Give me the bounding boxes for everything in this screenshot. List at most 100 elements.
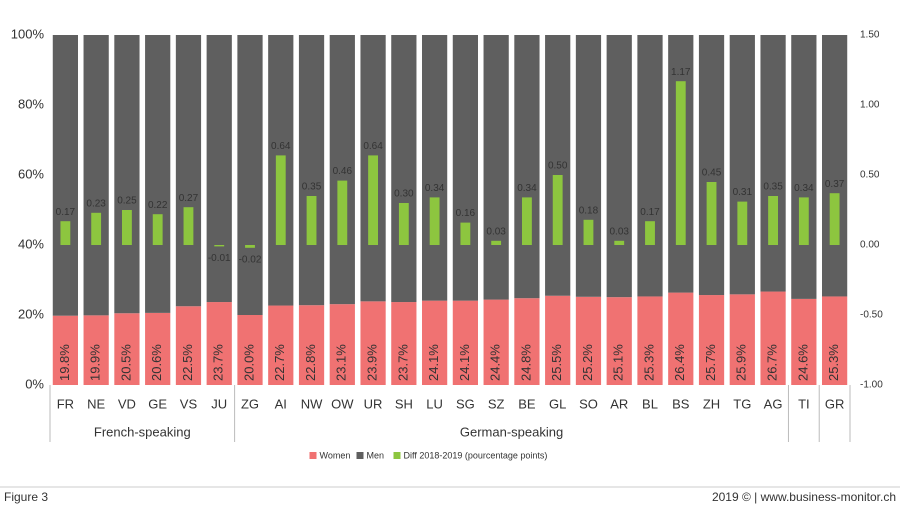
bar-women xyxy=(114,313,140,385)
bar-women xyxy=(52,315,78,385)
y2-tick-label: -1.00 xyxy=(860,380,883,391)
x-tick-label: NE xyxy=(87,396,105,411)
women-label: 20.6% xyxy=(149,344,164,381)
bar-diff xyxy=(460,222,471,245)
bar-men xyxy=(391,35,417,303)
bar-men xyxy=(791,35,817,299)
x-tick-label: SZ xyxy=(488,396,505,411)
diff-label: 0.46 xyxy=(333,166,353,177)
bar-women xyxy=(729,294,755,385)
x-tick-label: BS xyxy=(672,396,690,411)
bar-women xyxy=(329,304,355,385)
x-tick-label: LU xyxy=(426,396,443,411)
diff-label: 0.18 xyxy=(579,205,599,216)
bar-diff xyxy=(245,245,255,248)
women-label: 23.9% xyxy=(365,344,380,381)
bar-diff xyxy=(60,221,71,245)
bar-women xyxy=(698,295,725,385)
bar-women xyxy=(206,302,232,385)
x-tick-label: GL xyxy=(549,396,566,411)
legend-label: Women xyxy=(320,450,351,460)
bar-women xyxy=(360,301,386,385)
women-label: 26.7% xyxy=(765,344,780,381)
bar-diff xyxy=(429,197,440,245)
bar-women xyxy=(514,298,540,385)
diff-label: 0.34 xyxy=(517,183,537,194)
bar-diff xyxy=(768,196,778,245)
y2-tick-label: 0.00 xyxy=(860,240,880,251)
bar-diff xyxy=(583,219,594,245)
women-label: 23.1% xyxy=(334,344,349,381)
women-label: 24.1% xyxy=(457,344,472,381)
bar-diff xyxy=(183,207,194,245)
bar-diff xyxy=(91,212,102,245)
bar-diff xyxy=(337,180,348,245)
bar-diff xyxy=(152,214,163,245)
x-tick-label: BL xyxy=(642,396,658,411)
women-label: 22.8% xyxy=(303,344,318,381)
diff-label: 0.30 xyxy=(394,189,414,200)
bar-women xyxy=(83,315,109,385)
x-tick-label: JU xyxy=(211,396,227,411)
bar-women xyxy=(606,297,632,385)
women-label: 22.5% xyxy=(180,344,195,381)
women-label: 24.6% xyxy=(795,344,810,381)
x-tick-label: TG xyxy=(733,396,751,411)
x-tick-label: VS xyxy=(180,396,198,411)
bar-diff xyxy=(214,245,225,247)
x-tick-label: OW xyxy=(331,396,354,411)
bar-men xyxy=(698,35,725,296)
bar-men xyxy=(329,35,355,305)
women-label: 20.5% xyxy=(118,344,133,381)
diff-label: 0.50 xyxy=(548,161,568,172)
diff-label: 0.31 xyxy=(733,187,753,198)
bar-men xyxy=(145,35,171,313)
women-label: 24.4% xyxy=(488,344,503,381)
x-tick-label: FR xyxy=(57,396,74,411)
x-tick-label: AR xyxy=(610,396,628,411)
x-tick-label: ZH xyxy=(703,396,720,411)
diff-label: 0.03 xyxy=(609,226,629,237)
bar-men xyxy=(83,35,109,316)
women-label: 19.9% xyxy=(88,344,103,381)
diff-label: 0.64 xyxy=(363,141,383,152)
y-tick-label: 80% xyxy=(18,96,44,111)
bar-diff xyxy=(368,155,378,245)
bar-men xyxy=(452,35,478,301)
women-label: 25.5% xyxy=(549,344,564,381)
bar-men xyxy=(52,35,78,316)
x-tick-label: NW xyxy=(301,396,323,411)
diff-label: 0.17 xyxy=(640,207,660,218)
bar-diff xyxy=(645,221,655,245)
diff-label: 0.22 xyxy=(148,200,168,211)
bar-men xyxy=(422,35,448,301)
women-label: 20.0% xyxy=(241,344,256,381)
bar-women xyxy=(668,292,694,385)
diff-label: 0.35 xyxy=(302,182,322,193)
group-label: French-speaking xyxy=(94,424,191,439)
y-tick-label: 40% xyxy=(18,236,44,251)
y-tick-label: 60% xyxy=(18,166,44,181)
diff-label: 0.23 xyxy=(86,198,106,209)
bar-women xyxy=(452,300,478,385)
bar-women xyxy=(483,299,509,385)
bar-women xyxy=(575,296,602,385)
diff-label: 0.35 xyxy=(763,182,783,193)
bar-diff xyxy=(798,197,809,245)
diff-label: 0.45 xyxy=(702,168,722,179)
y2-tick-label: -0.50 xyxy=(860,310,883,321)
women-label: 22.7% xyxy=(272,344,287,381)
diff-label: -0.02 xyxy=(239,254,262,265)
women-label: 26.4% xyxy=(672,344,687,381)
x-tick-label: GE xyxy=(148,396,167,411)
women-label: 23.7% xyxy=(395,344,410,381)
bar-diff xyxy=(706,182,717,245)
bar-diff xyxy=(522,197,532,245)
bar-men xyxy=(760,35,786,292)
bar-diff xyxy=(552,175,563,245)
women-label: 23.7% xyxy=(211,344,226,381)
x-tick-label: SO xyxy=(579,396,598,411)
women-label: 25.9% xyxy=(734,344,749,381)
legend-label: Diff 2018-2019 (pourcentage points) xyxy=(404,450,548,460)
